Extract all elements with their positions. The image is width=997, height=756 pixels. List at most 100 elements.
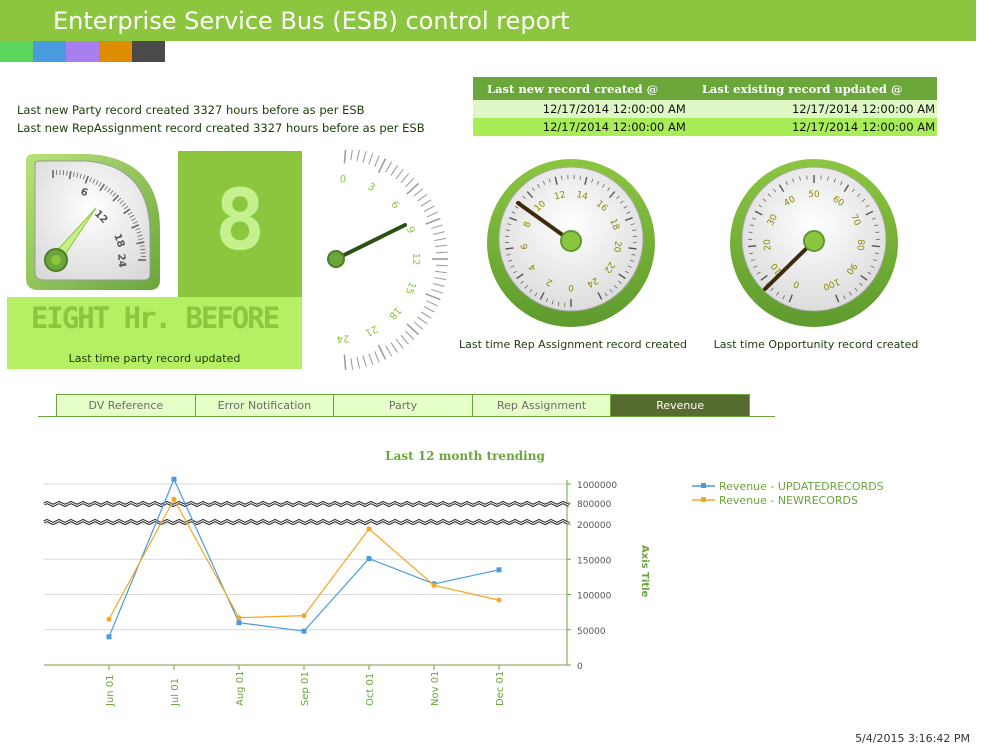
gauge-tick — [405, 330, 415, 340]
gauge-tick — [395, 169, 404, 180]
title-bar — [0, 0, 976, 41]
table-cell: 12/17/2014 12:00:00 AM — [473, 100, 688, 118]
gauge-tick — [350, 357, 354, 370]
party-record-message: Last new Party record created 3327 hours… — [17, 103, 365, 117]
gauge-tick — [778, 184, 785, 192]
tab-revenue[interactable]: Revenue — [610, 394, 750, 417]
gauge-tick — [607, 187, 611, 192]
tab-bar: DV Reference Error Notification Party Re… — [56, 394, 750, 417]
x-tick-label: Oct 01 — [365, 673, 376, 706]
gauge-tick-label: 70 — [848, 213, 862, 228]
legend-item-new: Revenue - NEWRECORDS — [719, 494, 858, 507]
gauge-tick — [390, 165, 398, 176]
arc-gauge-needle — [334, 223, 407, 261]
gauge-tick — [106, 187, 111, 193]
gauge-tick — [785, 181, 788, 186]
gauge-tick — [873, 259, 878, 262]
gauge-tick — [625, 270, 629, 274]
gauge-tick — [531, 187, 535, 192]
gauge-tick — [92, 178, 96, 184]
gauge-tick — [426, 300, 438, 307]
gauge-tick — [534, 292, 538, 297]
tab-dv-reference[interactable]: DV Reference — [56, 394, 195, 417]
gauge-tick — [750, 259, 755, 262]
gauge-tick — [760, 274, 768, 281]
gauge-tick-label: 14 — [575, 190, 589, 203]
gauge-tick-label: 0 — [339, 174, 346, 186]
tab-party[interactable]: Party — [333, 394, 472, 417]
gauge-tick — [400, 334, 409, 345]
gauge-tick — [79, 173, 82, 179]
gauge-tick — [604, 292, 608, 297]
opportunity-gauge-hub — [803, 230, 825, 252]
y-axis-title: Axis Title — [639, 545, 650, 598]
gauge-tick — [624, 216, 633, 222]
gauge-tick — [84, 175, 89, 184]
data-point — [496, 597, 502, 603]
gauge-tick-label: 4 — [527, 262, 539, 273]
gauge-tick — [510, 265, 515, 268]
repassignment-record-message: Last new RepAssignment record created 33… — [17, 121, 425, 135]
gauge-tick — [362, 151, 367, 163]
gauge-tick-label: 3 — [366, 181, 377, 194]
gauge-tick — [754, 210, 763, 216]
gauge-tick — [618, 280, 622, 284]
y-tick-label: 800000 — [577, 500, 612, 510]
gauge-tick — [362, 355, 367, 367]
gauge-tick-label: 0 — [792, 278, 801, 290]
gauge-tick-label: 24 — [585, 275, 600, 289]
arc-gauge-ticks — [343, 150, 448, 370]
column-header-new-record: Last new record created @ — [473, 77, 688, 100]
gauge-tick — [782, 295, 785, 300]
gauge-tick — [136, 241, 145, 245]
gauge-tick — [76, 172, 79, 178]
gauge-tick — [417, 316, 428, 325]
gauge-tick — [875, 231, 880, 233]
color-swatch — [66, 41, 99, 62]
gauge-tick — [99, 183, 106, 192]
gauge-tick — [377, 158, 387, 174]
gauge-tick — [72, 171, 75, 177]
gauge-tick — [861, 198, 866, 202]
gauge-tick — [420, 199, 432, 207]
tab-error-notification[interactable]: Error Notification — [194, 394, 334, 417]
gauge-tick — [860, 274, 868, 281]
gauge-tick — [431, 224, 443, 230]
gauge-tick — [507, 223, 512, 226]
gauge-tick — [776, 291, 780, 296]
gauge-tick — [132, 221, 138, 225]
x-tick-label: Sep 01 — [300, 671, 311, 706]
gauge-tick — [614, 285, 618, 289]
legend-marker — [701, 483, 706, 488]
gauge-tick — [867, 271, 872, 275]
data-point — [171, 476, 177, 482]
gauge-tick — [131, 217, 136, 221]
records-table: Last new record created @ Last existing … — [473, 77, 937, 136]
gauge-tick — [854, 287, 858, 292]
gauge-tick — [432, 282, 445, 287]
gauge-tick — [506, 254, 511, 256]
x-tick-label: Jun 01 — [105, 674, 116, 707]
gauge-tick — [748, 231, 753, 233]
gauge-tick — [119, 200, 124, 205]
tab-rep-assignment[interactable]: Rep Assignment — [471, 394, 611, 417]
gauge-tick — [374, 351, 380, 363]
gauge-tick — [377, 344, 387, 360]
gauge-tick-label: 6 — [79, 186, 89, 199]
gauge-tick — [136, 231, 142, 234]
gauge-tick — [630, 223, 635, 226]
rep-gauge-ticks — [505, 175, 637, 307]
gauge-tick — [423, 205, 435, 212]
gauge-tick — [557, 301, 560, 306]
color-swatch — [0, 41, 33, 62]
gauge-tick-label: 20 — [611, 240, 622, 253]
gauge-tick — [514, 205, 519, 209]
y-tick-label: 50000 — [577, 627, 606, 637]
gauge-tick — [123, 208, 131, 215]
gauge-tick — [426, 211, 438, 218]
gauge-tick — [874, 224, 879, 227]
gauge-tick — [629, 259, 634, 262]
